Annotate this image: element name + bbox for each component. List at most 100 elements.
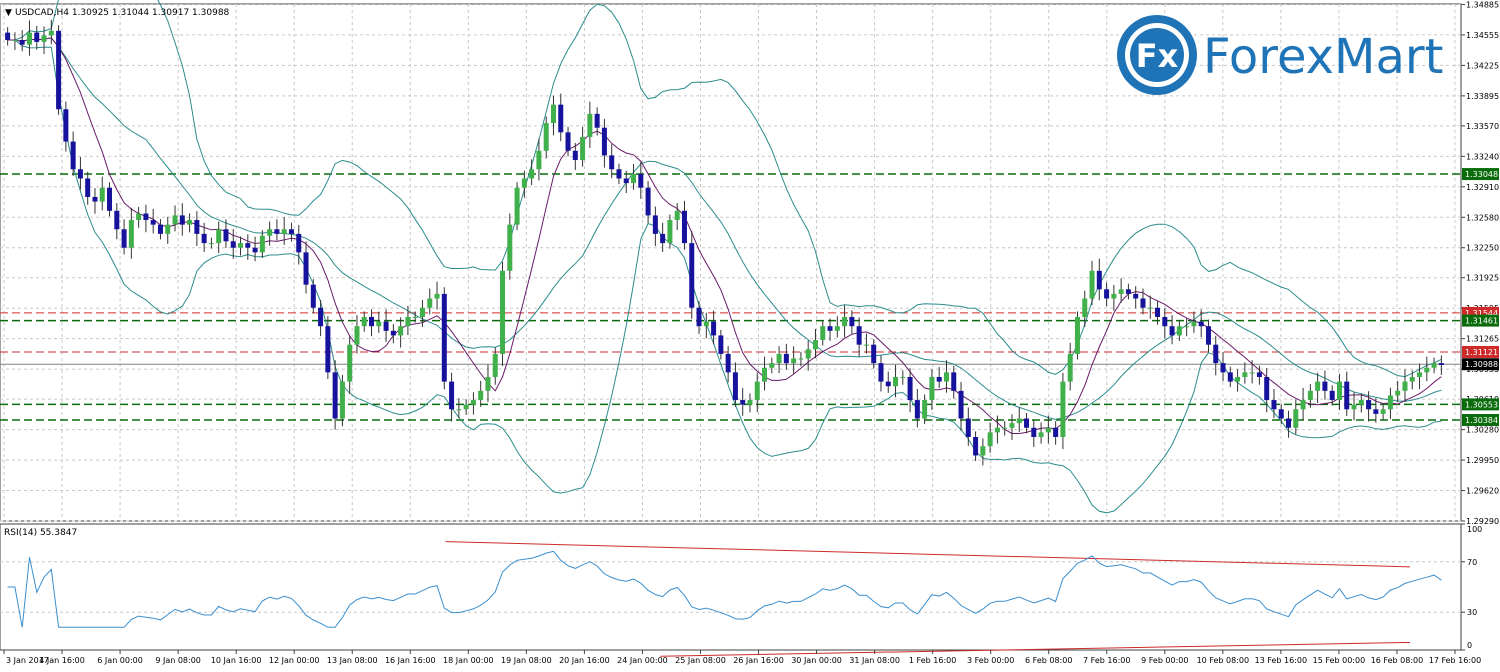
candle-bear [725, 353, 731, 373]
candle-bear [1366, 400, 1372, 410]
candle-bull [99, 187, 105, 202]
candle-bear [856, 326, 862, 345]
candle-bull [1002, 427, 1008, 429]
candle-bull [1016, 418, 1022, 424]
candle-bull [1074, 316, 1080, 354]
candle-bear [652, 215, 658, 234]
time-tick-label: 7 Feb 16:00 [1083, 656, 1130, 665]
candle-bear [783, 353, 789, 364]
candle-bear [660, 233, 666, 244]
candle-bear [245, 243, 251, 248]
candle-bull [1184, 326, 1190, 328]
candle-bull [339, 381, 345, 419]
candle-bear [645, 187, 651, 216]
price-tick-label: 1.29290 [1466, 517, 1499, 526]
level-badge [1462, 414, 1499, 427]
candle-bear [92, 196, 98, 202]
candle-bull [507, 224, 513, 271]
candle-bear [1133, 293, 1139, 299]
time-tick-label: 18 Jan 00:00 [443, 656, 494, 665]
price-tick-label: 1.34555 [1466, 31, 1499, 40]
candle-bull [776, 353, 782, 364]
candle-bull [1351, 404, 1357, 410]
time-tick-label: 3 Feb 00:00 [967, 656, 1014, 665]
level-badge-label: 1.31544 [1465, 309, 1498, 318]
candle-bear [1438, 363, 1444, 365]
level-badge [1462, 168, 1499, 181]
candle-bear [332, 372, 338, 419]
candle-bear [885, 381, 891, 387]
candle-bear [936, 376, 942, 382]
candle-bull [26, 32, 32, 45]
chart-header-arrow-icon: ▼ [5, 8, 12, 18]
time-tick-label: 30 Jan 00:00 [791, 656, 842, 665]
candle-bull [1307, 390, 1313, 401]
candle-bear [318, 307, 324, 327]
candle-bear [63, 109, 69, 142]
time-tick-label: 15 Feb 00:00 [1313, 656, 1365, 665]
level-badge-label: 1.33048 [1465, 170, 1498, 179]
candle-bear [638, 173, 644, 188]
rsi-tick-label: 0 [1467, 641, 1472, 650]
candle-bull [1060, 381, 1066, 437]
candle-bear [1162, 316, 1168, 327]
level-badge-label: 1.31121 [1465, 348, 1498, 357]
bollinger-upper [7, 0, 1442, 378]
candle-bull [267, 229, 273, 236]
candle-bull [1249, 372, 1255, 374]
candle-bull [172, 215, 178, 225]
candle-bull [521, 178, 527, 188]
candle-bull [1358, 400, 1364, 405]
candle-bull [427, 298, 433, 308]
candle-bull [550, 104, 556, 124]
time-tick-label: 31 Jan 08:00 [849, 656, 900, 665]
time-tick-label: 9 Jan 08:00 [155, 656, 201, 665]
candle-bull [1038, 432, 1044, 437]
candle-bear [711, 321, 717, 336]
rsi-trendlines [445, 541, 1410, 657]
candle-bull [980, 446, 986, 456]
candle-bull [419, 307, 425, 317]
candle-bear [157, 224, 163, 234]
time-tick-label: 20 Jan 16:00 [559, 656, 610, 665]
candle-bear [1213, 344, 1219, 364]
level-badge [1462, 358, 1499, 371]
time-tick-label: 13 Feb 16:00 [1255, 656, 1307, 665]
candle-bear [1104, 289, 1110, 299]
rsi-panel-frame [0, 523, 1462, 651]
candle-bull [994, 427, 1000, 433]
candle-bull [747, 400, 753, 405]
time-tick-label: 13 Jan 08:00 [327, 656, 378, 665]
candle-bear [951, 372, 957, 391]
candle-bull [216, 229, 222, 244]
candle-bear [1271, 400, 1277, 410]
candle-bull [893, 376, 899, 387]
candle-bull [478, 390, 484, 401]
level-badge-label: 1.30553 [1465, 400, 1498, 409]
candle-bull [805, 349, 811, 359]
price-axis: 1.34885 1.34555 1.34225 1.33895 1.33570 1.332… [1461, 0, 1499, 526]
candle-bull [580, 136, 586, 161]
candle-bear [849, 316, 855, 327]
candle-bear [1278, 409, 1284, 419]
level-badge [1462, 398, 1499, 411]
candle-bear [827, 326, 833, 331]
candle-bull [456, 409, 462, 411]
candle-bear [150, 220, 156, 225]
candle-bull [667, 220, 673, 244]
candle-bull [347, 344, 353, 382]
candle-bull [470, 400, 476, 405]
candle-bull [1395, 390, 1401, 396]
time-tick-label: 17 Feb 16:00 [1429, 656, 1481, 665]
rsi-tick-label: 100 [1467, 525, 1482, 534]
candle-bull [165, 224, 171, 234]
candle-bull [812, 340, 818, 350]
candle-bull [514, 187, 520, 225]
candle-bull [529, 169, 535, 179]
price-tick-label: 1.34885 [1466, 0, 1499, 9]
candle-bear [1344, 381, 1350, 410]
candle-bull [922, 400, 928, 419]
candle-bull [754, 381, 760, 401]
